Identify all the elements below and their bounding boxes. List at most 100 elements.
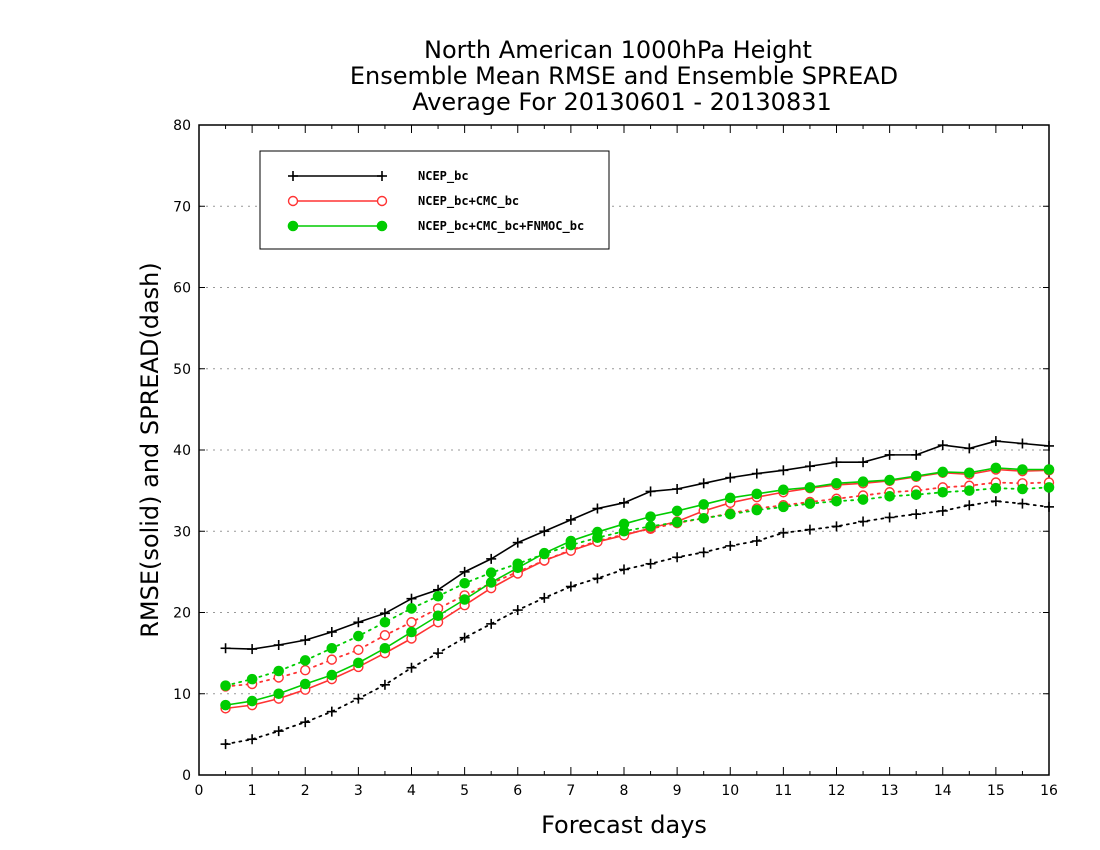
spread-point: [326, 654, 338, 665]
rmse-point: [512, 537, 523, 548]
rmse-point: [539, 547, 550, 559]
rmse-point: [857, 476, 869, 487]
rmse-point: [1044, 440, 1054, 451]
spread-point: [379, 630, 391, 641]
y-tick-label: 70: [173, 199, 191, 215]
legend-marker: [377, 171, 387, 181]
rmse-point: [300, 635, 311, 646]
spread-point: [379, 679, 390, 690]
rmse-point: [459, 594, 470, 605]
spread-point: [1043, 482, 1055, 493]
rmse-point: [326, 627, 337, 637]
x-tick-label: 14: [934, 783, 952, 799]
x-tick-label: 11: [774, 783, 792, 799]
y-tick-label: 20: [173, 606, 191, 622]
spread-point: [300, 664, 311, 676]
legend-entry: NCEP_bc+CMC_bc+FNMOC_bc: [287, 219, 584, 234]
rmse-point: [353, 657, 364, 669]
chart-title-line-2: Ensemble Mean RMSE and Ensemble SPREAD: [350, 62, 898, 90]
spread-point: [459, 632, 470, 643]
spread-point: [539, 592, 550, 603]
chart-title: North American 1000hPa Height Ensemble M…: [350, 36, 898, 116]
series-2: [220, 462, 1055, 711]
spread-point: [353, 644, 364, 656]
spread-point: [592, 573, 603, 584]
legend: NCEP_bc NCEP_bc+CMC_bc NCEP_bc+CMC_bc+FNMO…: [259, 150, 610, 250]
spread-point: [698, 547, 709, 558]
spread-point: [1017, 483, 1028, 495]
spread-point: [406, 662, 417, 673]
x-tick-label: 16: [1040, 783, 1058, 799]
rmse-point: [326, 669, 338, 681]
rmse-point: [698, 478, 709, 489]
spread-point: [724, 508, 736, 520]
spread-line: [224, 500, 1050, 746]
spread-point: [406, 603, 417, 614]
spread-point: [326, 706, 337, 717]
rmse-line: [224, 468, 1050, 710]
legend-entry: NCEP_bc: [288, 169, 469, 184]
spread-point: [725, 540, 736, 551]
x-tick-label: 5: [460, 783, 469, 799]
spread-point: [1044, 501, 1054, 512]
x-tick-label: 9: [673, 783, 682, 799]
series-1: [220, 464, 1055, 714]
series-layer: [220, 436, 1055, 750]
spread-point: [326, 642, 338, 654]
spread-point: [911, 509, 922, 520]
rmse-line: [224, 467, 1050, 706]
rmse-point: [724, 492, 736, 504]
y-tick-label: 0: [182, 768, 191, 784]
rmse-point: [778, 465, 789, 476]
spread-point: [857, 494, 869, 505]
rmse-point: [379, 608, 390, 619]
rmse-point: [273, 640, 284, 650]
spread-point: [645, 521, 656, 532]
spread-point: [937, 505, 948, 516]
spread-point: [910, 489, 922, 500]
rmse-point: [910, 470, 922, 482]
rmse-point: [751, 468, 762, 479]
x-tick-label: 15: [987, 783, 1005, 799]
rmse-point: [299, 678, 311, 690]
spread-point: [964, 500, 975, 511]
spread-point: [353, 693, 364, 704]
rmse-point: [990, 436, 1001, 447]
rmse-point: [831, 478, 842, 489]
spread-point: [831, 495, 842, 507]
rmse-point: [485, 577, 497, 588]
spread-point: [246, 673, 258, 685]
rmse-point: [565, 514, 576, 525]
legend-marker: [376, 220, 388, 232]
legend-entry: NCEP_bc+CMC_bc: [287, 194, 519, 209]
rmse-point: [247, 644, 258, 655]
spread-point: [937, 486, 949, 498]
spread-point: [672, 552, 683, 563]
spread-point: [1017, 498, 1028, 509]
rmse-point: [512, 562, 524, 574]
rmse-point: [353, 617, 364, 628]
x-axis-label: Forecast days: [541, 811, 707, 839]
rmse-point: [804, 482, 816, 493]
spread-point: [300, 717, 311, 728]
x-tick-label: 7: [566, 783, 575, 799]
rmse-point: [990, 462, 1002, 474]
rmse-point: [751, 488, 763, 500]
rmse-point: [964, 443, 975, 454]
spread-point: [698, 512, 709, 524]
legend-marker: [376, 195, 388, 207]
rmse-point: [858, 457, 869, 468]
rmse-point: [246, 695, 258, 707]
x-tick-label: 10: [721, 783, 739, 799]
legend-label: NCEP_bc: [418, 169, 469, 184]
spread-point: [645, 558, 656, 569]
x-tick-label: 6: [513, 783, 522, 799]
y-axis-ticks: 0 10 20 30 40 50 60 70 80: [173, 118, 1049, 784]
x-tick-label: 12: [828, 783, 846, 799]
spread-point: [512, 605, 523, 616]
x-tick-label: 8: [620, 783, 629, 799]
rmse-point: [486, 553, 497, 564]
spread-point: [619, 564, 629, 575]
rmse-point: [778, 484, 789, 496]
rmse-point: [672, 484, 683, 494]
